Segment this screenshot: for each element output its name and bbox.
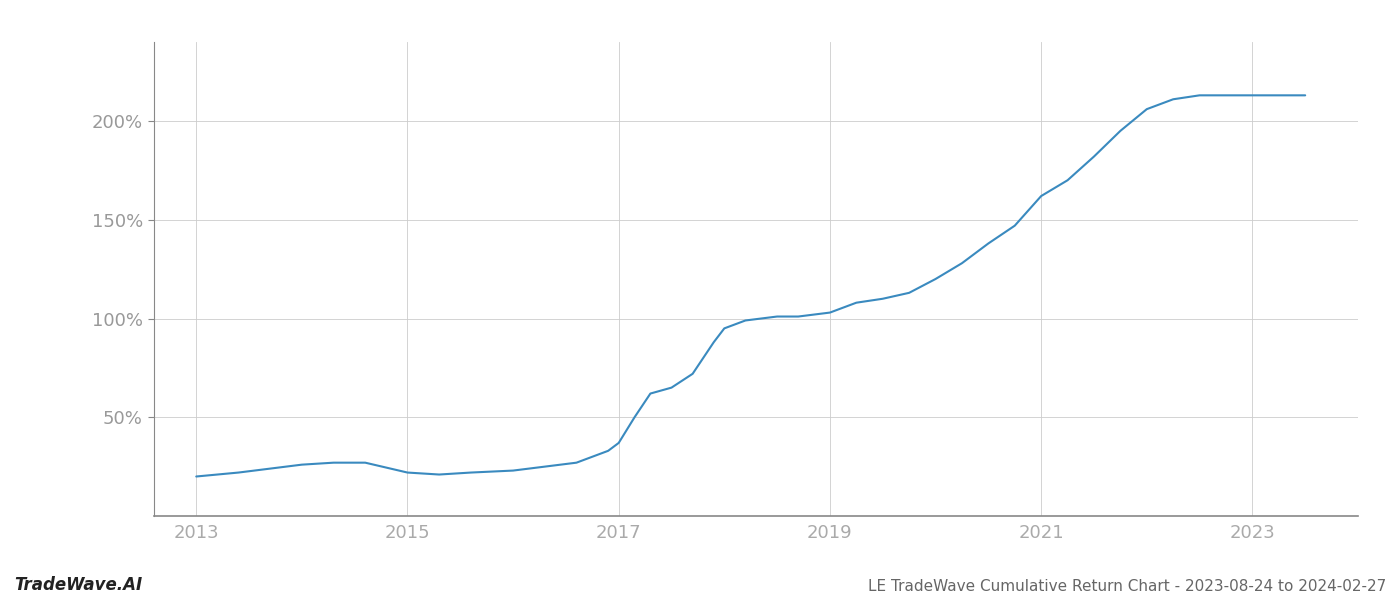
- Text: TradeWave.AI: TradeWave.AI: [14, 576, 143, 594]
- Text: LE TradeWave Cumulative Return Chart - 2023-08-24 to 2024-02-27: LE TradeWave Cumulative Return Chart - 2…: [868, 579, 1386, 594]
